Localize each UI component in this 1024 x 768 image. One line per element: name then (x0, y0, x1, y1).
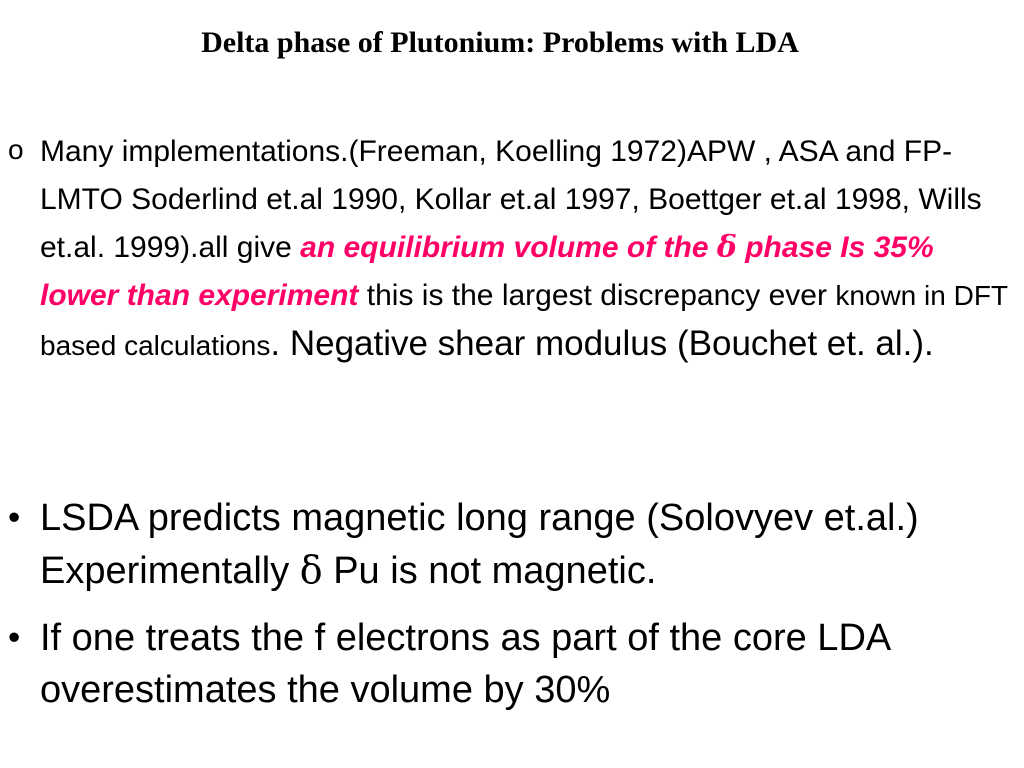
emphasis-text: an equilibrium volume of the δ phase Is … (40, 230, 934, 312)
slide-title: Delta phase of Plutonium: Problems with … (201, 26, 799, 59)
delta-symbol: δ (716, 230, 737, 265)
text-segment: . Negative shear modulus (Bouchet et. al… (270, 324, 934, 363)
text-segment: Many implementations.(Freeman, Koelling … (40, 135, 982, 264)
hollow-bullet-marker: o (8, 134, 24, 165)
text-segment: known in DFT based calculations (40, 280, 1008, 361)
text-segment: LSDA predicts magnetic long range (Solov… (40, 497, 919, 592)
text-segment: this is the largest discrepancy ever (358, 279, 827, 312)
text-segment: Pu is not magnetic. (322, 550, 657, 592)
bullet-marker: • (8, 618, 21, 657)
bullet-marker: • (8, 498, 21, 537)
emphasis-segment: an equilibrium volume of the (300, 231, 717, 264)
list-item-text: LSDA predicts magnetic long range (Solov… (40, 492, 1015, 597)
delta-symbol: δ (299, 548, 323, 592)
list-item-text: Many implementations.(Freeman, Koelling … (40, 128, 1015, 370)
list-item-text: If one treats the f electrons as part of… (40, 617, 890, 711)
emphasis-segment: phase Is 35% lower than experiment (40, 231, 934, 312)
